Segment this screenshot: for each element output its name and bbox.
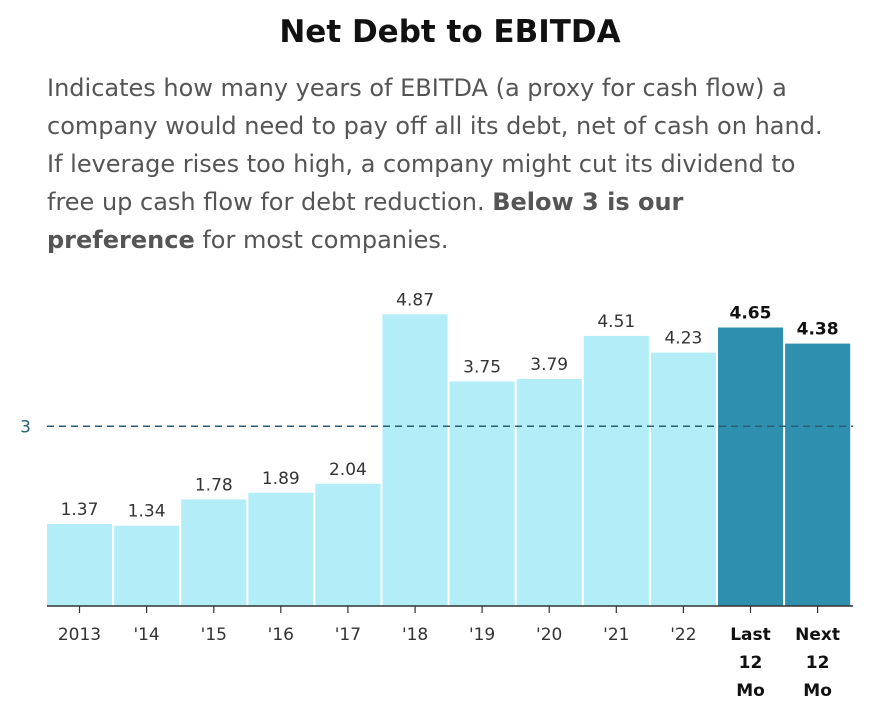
x-tick-label-line: '22 xyxy=(670,625,696,645)
value-label-0: 1.37 xyxy=(61,500,99,520)
value-label-6: 3.75 xyxy=(463,357,501,377)
x-tick-label-line: '17 xyxy=(335,625,361,645)
value-label-3: 1.89 xyxy=(262,469,300,489)
bars-layer xyxy=(47,314,851,606)
chart-description: Indicates how many years of EBITDA (a pr… xyxy=(47,69,837,259)
x-tick-label-line: '19 xyxy=(469,625,495,645)
bar-1 xyxy=(114,525,180,606)
x-tick-label-2: '15 xyxy=(201,625,227,645)
reference-line-layer: 3 xyxy=(20,417,854,437)
bar-8 xyxy=(583,335,649,606)
value-label-4: 2.04 xyxy=(329,460,367,480)
description-emphasis: Below 3 is our preference xyxy=(47,188,684,254)
value-label-5: 4.87 xyxy=(396,290,434,310)
value-label-9: 4.23 xyxy=(664,329,702,349)
x-tick-label-line: Mo xyxy=(803,681,832,701)
x-tick-label-line: 2013 xyxy=(58,625,101,645)
value-label-1: 1.34 xyxy=(128,502,166,522)
x-tick-label-9: '22 xyxy=(670,625,696,645)
value-label-10: 4.65 xyxy=(730,304,772,324)
x-tick-label-8: '21 xyxy=(603,625,629,645)
chart-title: Net Debt to EBITDA xyxy=(279,14,621,50)
x-tick-label-line: '16 xyxy=(268,625,294,645)
x-tick-label-line: '15 xyxy=(201,625,227,645)
bar-2 xyxy=(181,499,247,606)
x-tick-label-1: '14 xyxy=(133,625,159,645)
x-tick-label-11: Next 12 Mo xyxy=(795,625,840,701)
x-tick-label-line: 12 xyxy=(806,653,830,673)
x-tick-label-line: Last xyxy=(730,625,771,645)
x-tick-label-line: 12 xyxy=(739,653,763,673)
x-tick-label-10: Last 12 Mo xyxy=(730,625,771,701)
x-tick-label-7: '20 xyxy=(536,625,562,645)
x-tick-label-line: '20 xyxy=(536,625,562,645)
value-label-11: 4.38 xyxy=(797,320,839,340)
value-label-7: 3.79 xyxy=(530,355,568,375)
value-labels-layer: 1.37 1.34 1.78 1.89 2.04 4.87 3.75 3.79 4.51 4.23… xyxy=(61,290,839,521)
x-tick-label-4: '17 xyxy=(335,625,361,645)
value-label-2: 1.78 xyxy=(195,475,233,495)
bar-4 xyxy=(315,483,381,606)
x-tick-label-line: Next xyxy=(795,625,840,645)
bar-3 xyxy=(248,492,314,606)
bar-11 xyxy=(785,343,851,606)
x-tick-label-line: '18 xyxy=(402,625,428,645)
x-tick-label-3: '16 xyxy=(268,625,294,645)
description-text-end: for most companies. xyxy=(194,226,449,254)
bar-0 xyxy=(47,523,113,606)
x-axis: 2013'14'15'16'17'18'19'20'21'22 Last 12 MoN… xyxy=(47,605,854,701)
bar-7 xyxy=(516,379,582,606)
x-tick-label-line: '21 xyxy=(603,625,629,645)
description-text: Indicates how many years of EBITDA (a pr… xyxy=(47,74,823,216)
x-tick-label-line: '14 xyxy=(133,625,159,645)
x-tick-label-6: '19 xyxy=(469,625,495,645)
x-tick-label-line: Mo xyxy=(736,681,765,701)
value-label-8: 4.51 xyxy=(597,312,635,332)
x-tick-label-5: '18 xyxy=(402,625,428,645)
x-tick-label-0: 2013 xyxy=(58,625,101,645)
bar-6 xyxy=(449,381,515,606)
reference-line-label: 3 xyxy=(20,417,31,437)
bar-10 xyxy=(718,327,784,606)
bar-9 xyxy=(650,352,716,606)
bar-5 xyxy=(382,314,448,606)
